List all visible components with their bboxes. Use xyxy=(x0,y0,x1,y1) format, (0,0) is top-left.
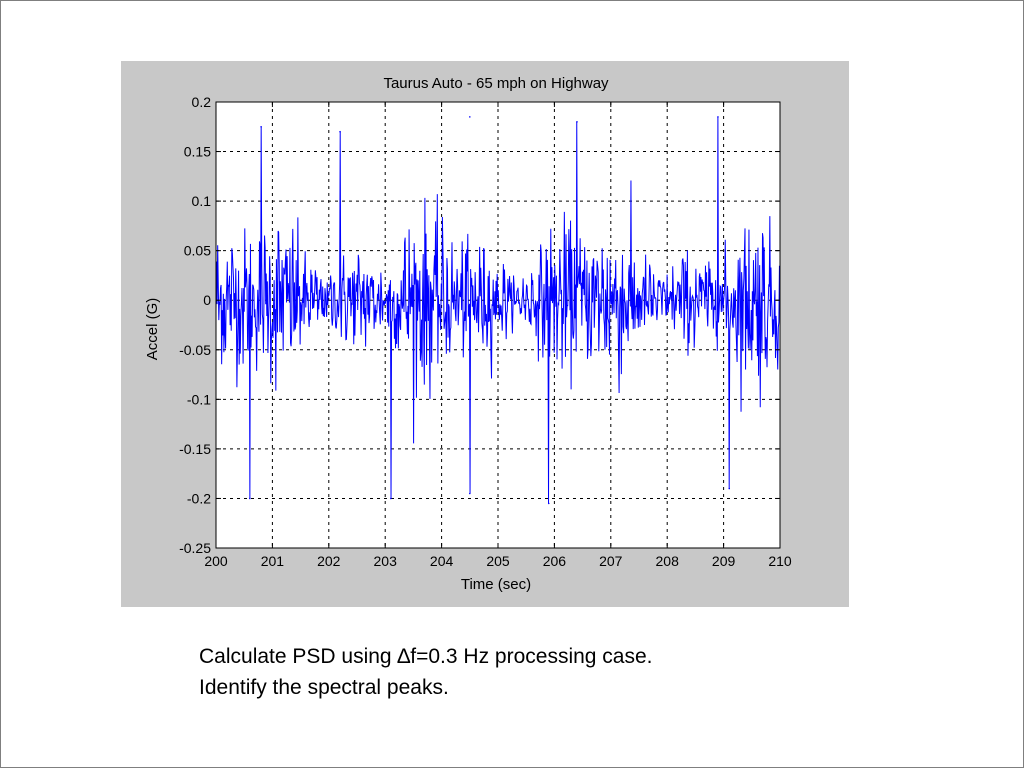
y-tick-label: -0.15 xyxy=(179,441,211,457)
y-tick-label: 0.05 xyxy=(184,243,211,259)
y-tick-label: -0.25 xyxy=(179,540,211,556)
caption-line-2: Identify the spectral peaks. xyxy=(199,676,449,699)
x-tick-label: 201 xyxy=(261,553,285,569)
x-tick-label: 209 xyxy=(712,553,736,569)
y-tick-label: 0.1 xyxy=(192,193,212,209)
x-tick-label: 203 xyxy=(374,553,398,569)
chart-title: Taurus Auto - 65 mph on Highway xyxy=(383,75,609,92)
chart-figure: 200 201 202 203 204 205 206 207 208 209 210 0.2 0.15… xyxy=(121,61,849,607)
caption-line-1: Calculate PSD using ∆f=0.3 Hz processing… xyxy=(199,645,653,668)
y-tick-label: -0.1 xyxy=(187,391,211,407)
x-axis-label: Time (sec) xyxy=(461,576,531,593)
peak-point xyxy=(576,121,578,123)
y-tick-label: -0.05 xyxy=(179,342,211,358)
peak-point xyxy=(547,502,550,505)
x-tick-label: 206 xyxy=(543,553,567,569)
peak-point xyxy=(717,116,719,118)
peak-point xyxy=(728,487,731,490)
peak-point xyxy=(339,130,341,133)
peak-point xyxy=(249,497,251,500)
peak-point xyxy=(469,492,471,495)
peak-point xyxy=(260,125,262,128)
y-tick-label: -0.2 xyxy=(187,490,211,506)
peak-point xyxy=(390,497,392,500)
y-tick-label: 0.2 xyxy=(192,94,212,110)
x-tick-label: 200 xyxy=(204,553,228,569)
trace-layer xyxy=(215,116,781,505)
y-tick-label: 0.15 xyxy=(184,144,211,160)
peak-point xyxy=(469,116,471,118)
x-tick-label: 208 xyxy=(656,553,680,569)
y-tick-label: 0 xyxy=(203,292,211,308)
slide-caption: Calculate PSD using ∆f=0.3 Hz processing… xyxy=(199,641,653,703)
series-line-accel xyxy=(215,116,781,504)
x-tick-label: 202 xyxy=(317,553,341,569)
chart-svg: 200 201 202 203 204 205 206 207 208 209 210 0.2 0.15… xyxy=(121,61,849,607)
x-tick-label: 205 xyxy=(486,553,510,569)
x-tick-label: 210 xyxy=(768,553,792,569)
x-tick-label: 207 xyxy=(599,553,623,569)
tick-layer: 200 201 202 203 204 205 206 207 208 209 210 0.2 0.15… xyxy=(179,94,792,569)
x-tick-label: 204 xyxy=(430,553,454,569)
y-axis-label: Accel (G) xyxy=(144,298,161,361)
grid-layer xyxy=(216,102,780,548)
